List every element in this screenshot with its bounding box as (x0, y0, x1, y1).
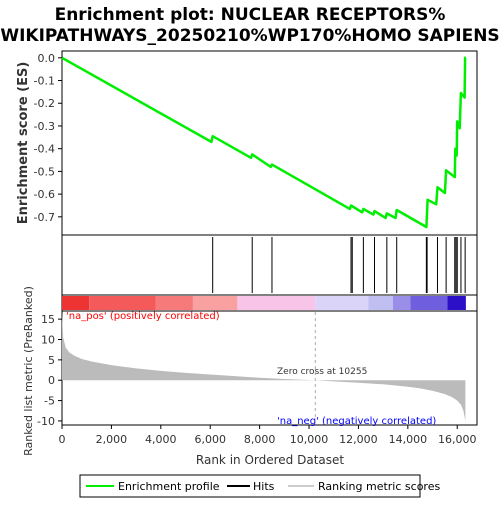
ranking-xtick-label: 2,000 (96, 433, 128, 446)
ranking-xtick-label: 16,000 (438, 433, 477, 446)
ranking-ytick-label: -10 (37, 415, 55, 428)
ranking-ylabel: Ranked list metric (PreRanked) (22, 286, 35, 456)
heatbar-segment (237, 296, 316, 310)
heatbar-segment (155, 296, 193, 310)
ranking-ytick-label: 10 (41, 334, 55, 347)
ranking-xtick-label: 10,000 (290, 433, 329, 446)
legend-label-hits: Hits (253, 480, 275, 493)
es-profile-line (61, 56, 467, 229)
pos-correlated-label: 'na_pos' (positively correlated) (66, 311, 220, 322)
neg-correlated-label: 'na_neg' (negatively correlated) (277, 416, 436, 427)
heatbar-segment (89, 296, 156, 310)
heatbar-segment (315, 296, 369, 310)
hit-marks (212, 237, 466, 293)
ranking-ytick-label: 15 (41, 313, 55, 326)
ranking-xtick-label: 4,000 (145, 433, 177, 446)
es-ytick-label: -0.4 (34, 143, 55, 156)
es-ylabel: Enrichment score (ES) (16, 62, 31, 225)
es-ytick-label: -0.7 (34, 211, 55, 224)
heatbar-segment (62, 296, 90, 310)
ranking-heatbar (62, 296, 466, 310)
chart-title-line2: WIKIPATHWAYS_20250210%WP170%HOMO SAPIENS (0, 26, 499, 46)
ranking-ytick-label: 0 (48, 374, 55, 387)
ranking-metric (62, 312, 466, 424)
ranking-xtick-label: 0 (59, 433, 66, 446)
ranking-ytick-label: -5 (44, 395, 55, 408)
es-ytick-label: -0.5 (34, 165, 55, 178)
es-ytick-label: 0.0 (38, 52, 56, 65)
es-ytick-label: -0.1 (34, 75, 55, 88)
zero-cross-label: Zero cross at 10255 (277, 367, 367, 377)
ranking-ytick-label: 5 (48, 354, 55, 367)
es-profile (61, 56, 467, 229)
es-axis-ticks: 0.0 -0.1 -0.2 -0.3 -0.4 -0.5 -0.6 -0.7 (34, 52, 62, 224)
ranking-xlabel: Rank in Ordered Dataset (196, 453, 344, 467)
heatbar-segment (410, 296, 448, 310)
chart-title-line1: Enrichment plot: NUCLEAR RECEPTORS% (55, 5, 446, 25)
es-ytick-label: -0.3 (34, 120, 55, 133)
heatbar-segment (192, 296, 238, 310)
heatbar-segment (447, 296, 466, 310)
ranking-xtick-label: 14,000 (389, 433, 428, 446)
heatbar-segment (393, 296, 411, 310)
ranking-xtick-label: 12,000 (339, 433, 378, 446)
heatbar-segment (368, 296, 394, 310)
legend-label-ranking: Ranking metric scores (318, 480, 440, 493)
es-ytick-label: -0.2 (34, 97, 55, 110)
ranking-xtick-label: 6,000 (194, 433, 226, 446)
ranking-axis-ticks: 15 10 5 0 -5 -10 0 2,000 4,000 6,000 8,000 10,000 12… (37, 313, 476, 446)
es-ytick-label: -0.6 (34, 188, 55, 201)
ranking-xtick-label: 8,000 (244, 433, 276, 446)
legend-label-es: Enrichment profile (118, 480, 220, 493)
